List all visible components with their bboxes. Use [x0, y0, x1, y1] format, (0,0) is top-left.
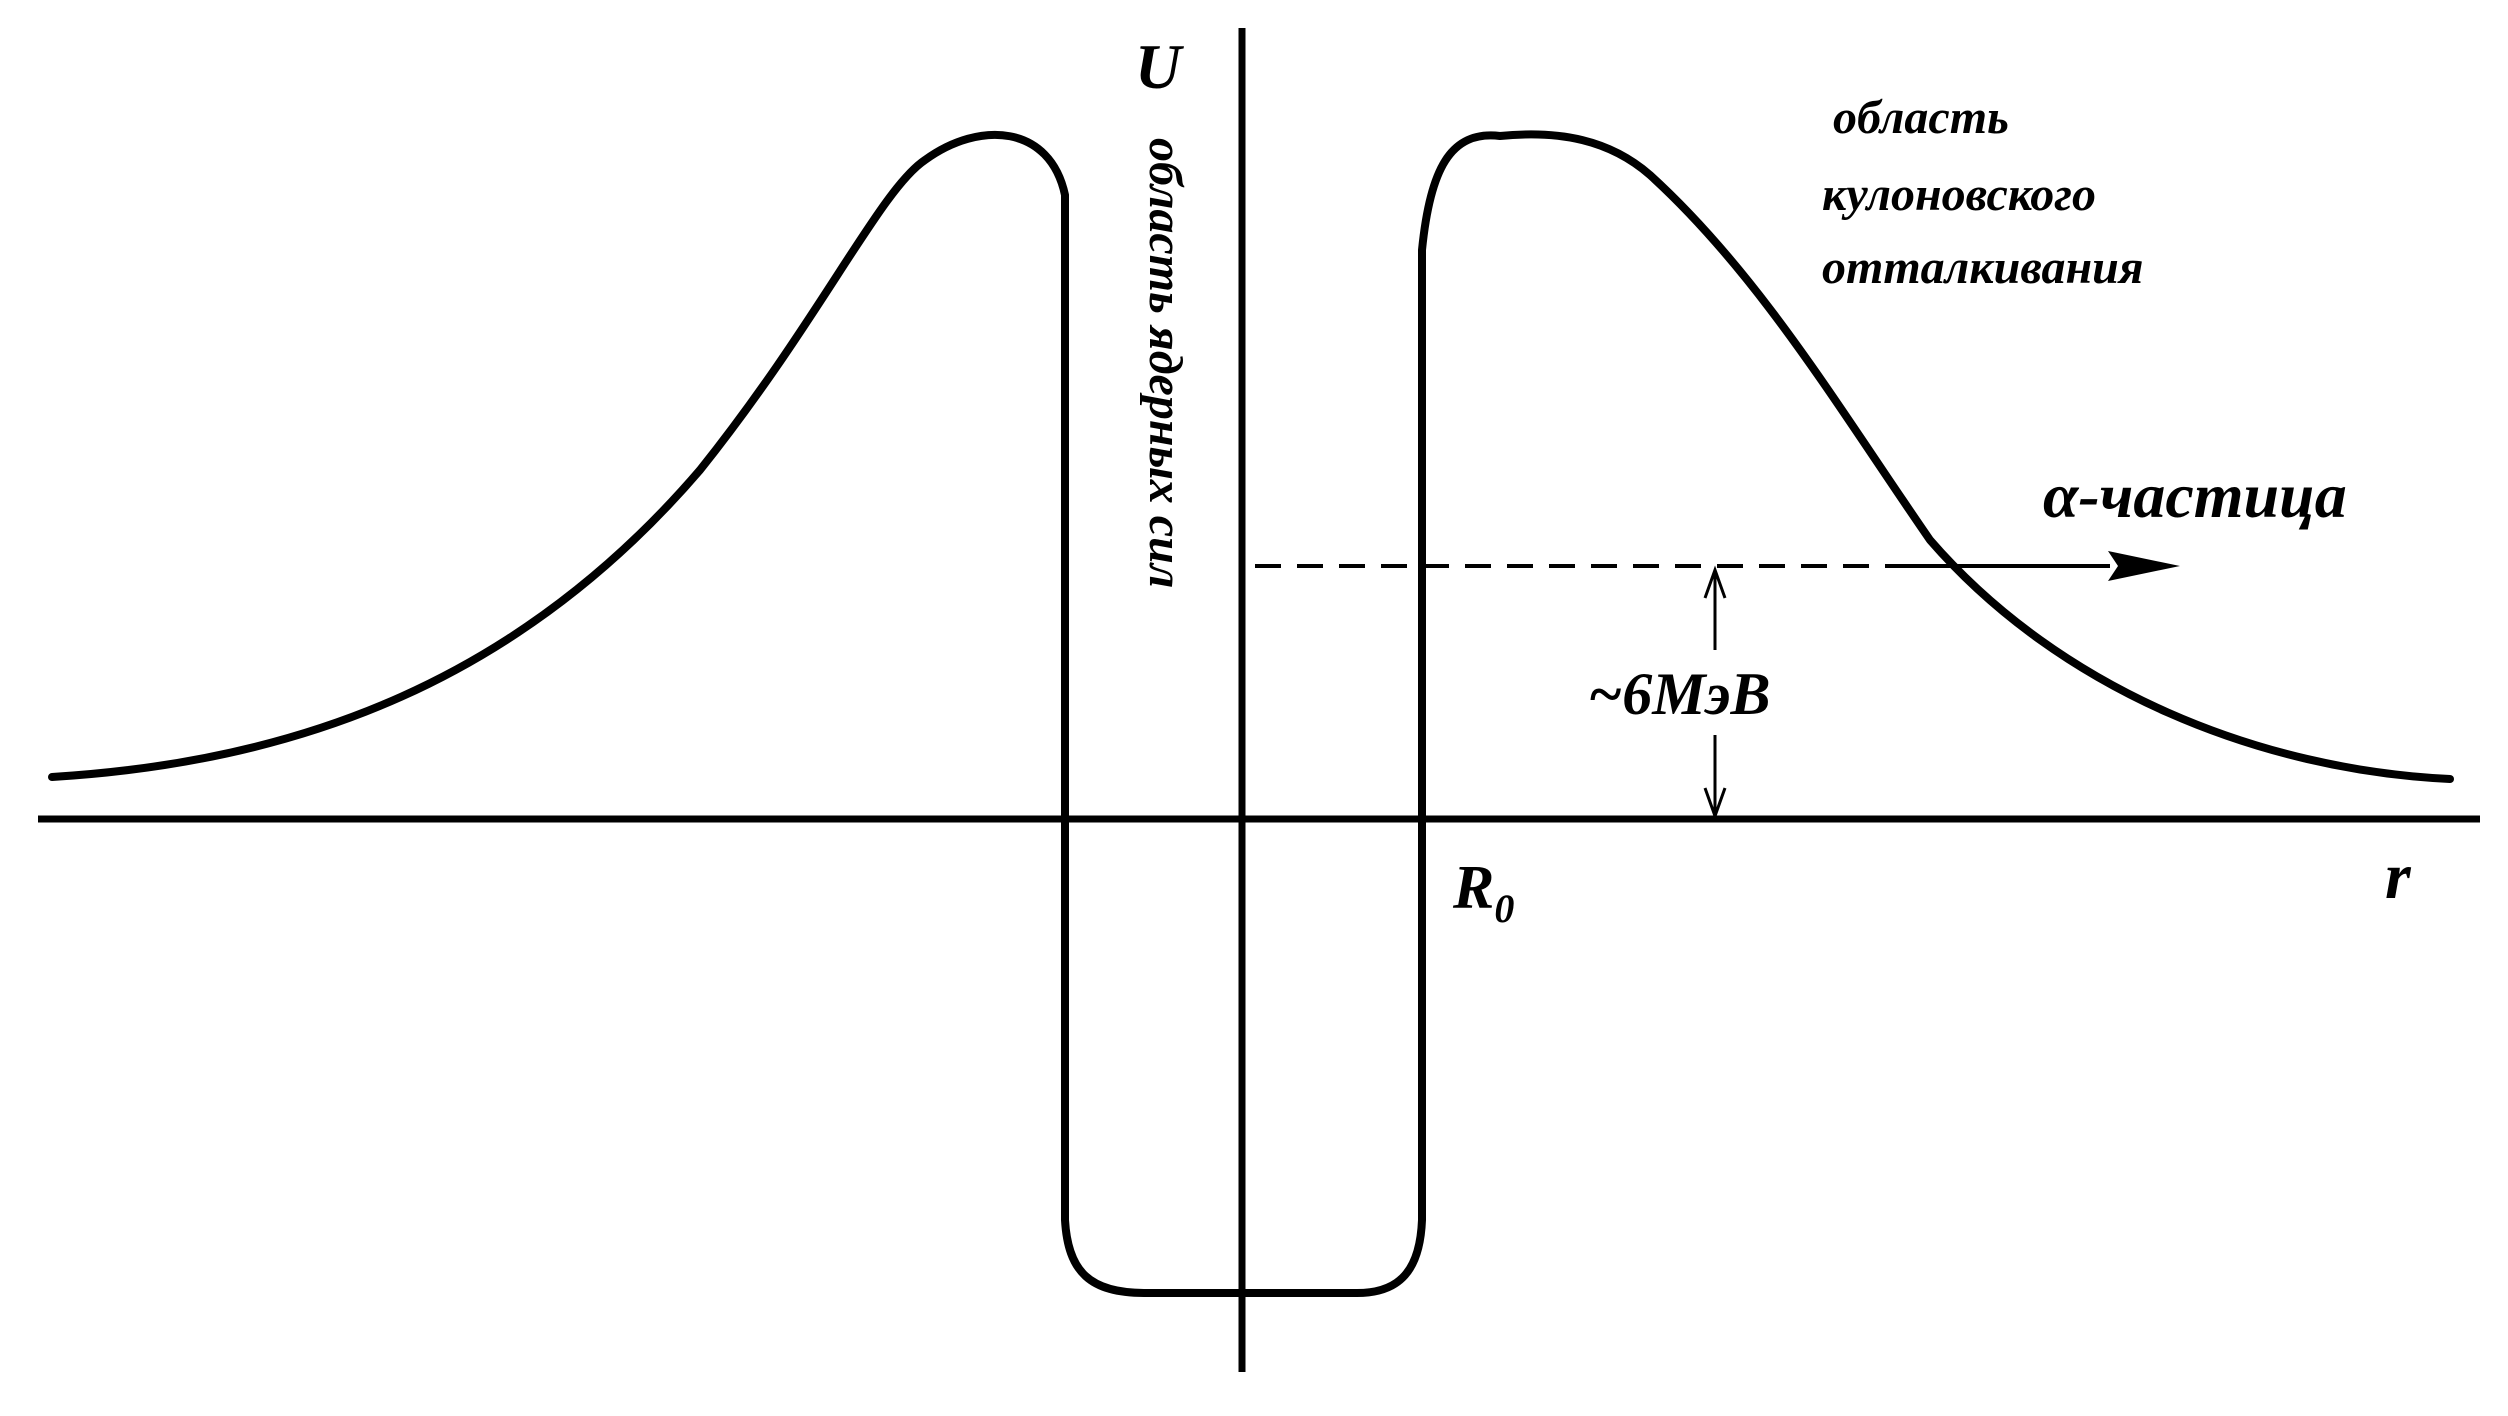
- energy-label: ~6МэВ: [1588, 661, 1770, 727]
- nuclear-forces-region-label: область ядерных сил: [1139, 138, 1192, 588]
- r-axis-label: r: [2385, 840, 2412, 913]
- potential-curve: [48, 130, 2454, 1297]
- alpha-particle-label: α-частица: [2043, 460, 2347, 531]
- energy-arrowhead-down: [1703, 787, 1727, 821]
- radius-subscript: 0: [1494, 886, 1514, 931]
- u-axis-label: U: [1135, 31, 1184, 102]
- coulomb-region-label-line-3: отталкивания: [1822, 241, 2144, 294]
- coulomb-region-label-line-1: область: [1833, 91, 2009, 144]
- energy-arrowhead-up: [1703, 565, 1727, 599]
- coulomb-region-label-line-2: кулоновского: [1822, 168, 2096, 221]
- alpha-arrowhead: [2108, 551, 2180, 581]
- radius-symbol: R: [1452, 854, 1494, 922]
- radius-label: R0: [1452, 854, 1514, 931]
